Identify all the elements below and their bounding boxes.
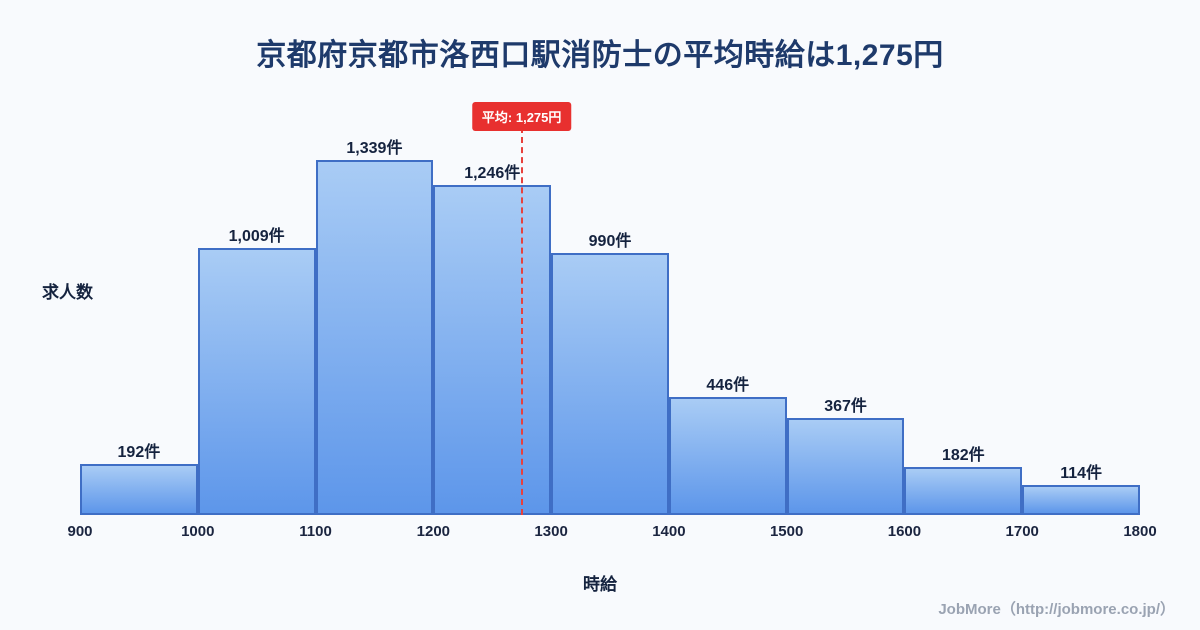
histogram-bar: 367件 [786, 398, 905, 515]
x-tick-label: 1500 [769, 523, 804, 540]
bar-value-label: 367件 [824, 397, 867, 415]
histogram-plot-area: 114件 182件 367件 446件 990件 1,246件 1,339件 1,009件 19… [80, 102, 1140, 515]
bar-value-label: 446件 [706, 376, 750, 394]
bar-value-label: 1,246件 [464, 164, 521, 182]
histogram-bar: 446件 [668, 377, 787, 515]
x-tick-label: 1200 [416, 523, 451, 540]
bar-value-label: 1,009件 [228, 227, 285, 245]
x-axis-ticks: 900 1000 1100 1200 1300 1400 1500 1600 1700 1800 [67, 523, 1156, 543]
histogram-bar: 114件 [1022, 465, 1140, 515]
average-line [520, 127, 523, 515]
histogram-bar: 192件 [80, 444, 198, 515]
bar-value-label: 192件 [117, 444, 161, 462]
x-tick-label: 1800 [1123, 523, 1157, 540]
x-tick-label: 1400 [652, 523, 686, 540]
bar-value-label: 114件 [1060, 464, 1103, 482]
x-tick-label: 900 [67, 523, 93, 540]
bar-value-label: 1,339件 [346, 140, 403, 157]
histogram-bar: 1,246件 [433, 165, 552, 515]
histogram-bar: 1,339件 [315, 140, 434, 515]
x-tick-label: 1700 [1005, 523, 1039, 540]
x-tick-label: 1000 [181, 523, 215, 540]
x-tick-label: 1100 [299, 523, 332, 540]
y-axis-label: 求人数 [42, 283, 93, 302]
histogram-bar: 182件 [904, 447, 1023, 515]
bar-value-label: 990件 [588, 232, 632, 250]
x-tick-label: 1300 [534, 523, 568, 540]
x-axis-label: 時給 [583, 575, 617, 594]
histogram-bar: 990件 [551, 233, 669, 515]
bar-value-label: 182件 [941, 446, 985, 464]
histogram-bar: 1,009件 [197, 228, 316, 515]
x-tick-label: 1600 [887, 523, 922, 540]
average-badge: 平均: 1,275円 [471, 102, 572, 131]
footer-credit: JobMore（http://jobmore.co.jp/） [938, 601, 1175, 618]
page-title: 京都府京都市洛西口駅消防士の平均時給は1,275円 [256, 39, 944, 72]
